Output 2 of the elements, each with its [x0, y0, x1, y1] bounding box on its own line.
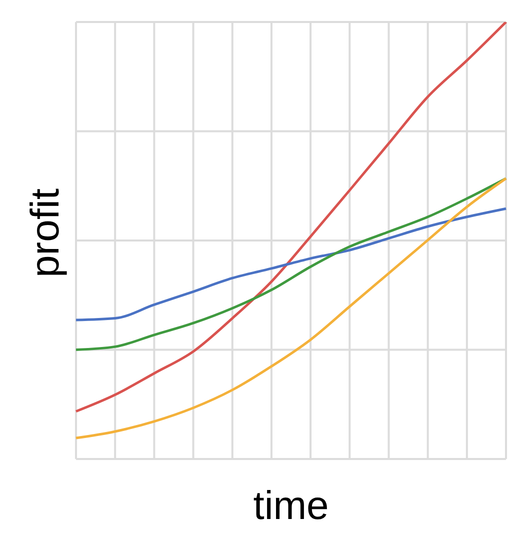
y-axis-title: profit: [24, 188, 68, 278]
x-axis-title: time: [253, 484, 329, 528]
